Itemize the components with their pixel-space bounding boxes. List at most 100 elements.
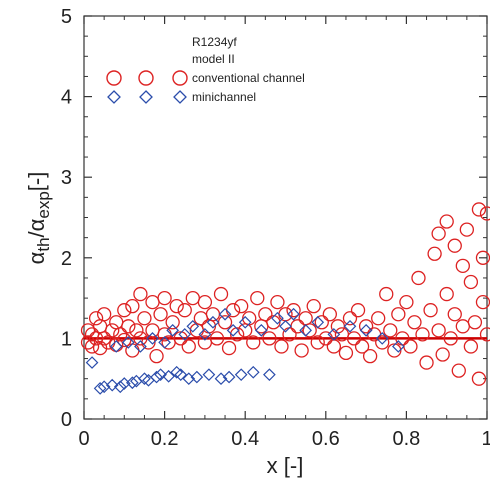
conventional-point xyxy=(217,315,233,330)
x-tick-label: 0 xyxy=(78,428,89,450)
legend-circle-marker xyxy=(138,70,154,86)
minichannel-point xyxy=(234,368,248,382)
minichannel-point xyxy=(206,315,220,329)
conventional-point xyxy=(246,335,261,350)
conventional-point xyxy=(117,303,132,318)
conventional-point xyxy=(463,274,479,290)
conventional-point xyxy=(92,340,108,356)
conventional-point xyxy=(403,339,418,354)
conventional-point xyxy=(314,315,329,330)
conventional-point xyxy=(362,348,378,364)
conventional-point xyxy=(447,307,462,322)
conventional-point xyxy=(459,222,475,237)
conventional-point xyxy=(322,307,337,322)
minichannel-point xyxy=(105,378,119,392)
x-tick-label: 0.4 xyxy=(231,428,259,450)
y-tick-label: 1 xyxy=(61,328,72,350)
legend: R1234yf model II conventional channel mi… xyxy=(106,35,305,104)
conventional-point xyxy=(475,294,490,310)
conventional-point xyxy=(475,250,490,265)
y-tick-label: 5 xyxy=(61,6,72,28)
conventional-point xyxy=(121,319,136,334)
minichannel-point xyxy=(121,336,135,349)
y-title-alpha-th: α xyxy=(24,251,49,264)
conventional-point xyxy=(149,348,164,364)
conventional-point xyxy=(133,286,148,302)
conventional-point xyxy=(467,315,483,330)
y-axis-title: αth/αexp[-] xyxy=(24,172,53,265)
minichannel-point xyxy=(154,368,167,382)
conventional-point xyxy=(455,319,470,334)
x-tick-label: 0.2 xyxy=(151,428,179,450)
conventional-point xyxy=(105,323,120,338)
minichannel-point xyxy=(97,380,111,394)
y-title-sub-exp: exp xyxy=(34,191,53,218)
conventional-point xyxy=(157,290,172,306)
conventional-point xyxy=(358,319,374,334)
conventional-point xyxy=(391,307,406,322)
minichannel-point xyxy=(287,307,300,321)
legend-circle-marker xyxy=(106,70,122,86)
conventional-point xyxy=(145,323,160,338)
minichannel-point xyxy=(238,315,252,329)
conventional-point xyxy=(471,371,487,386)
conventional-point xyxy=(463,339,479,354)
minichannel-point xyxy=(138,372,151,386)
minichannel-point xyxy=(271,311,284,325)
conventional-point xyxy=(165,315,180,330)
minichannel-point xyxy=(174,368,188,382)
minichannel-point xyxy=(150,370,163,384)
minichannel-point xyxy=(182,372,196,386)
minichannel-point xyxy=(226,323,240,337)
minichannel-point xyxy=(134,340,147,353)
legend-label-minichannel: minichannel xyxy=(192,90,256,104)
conventional-point xyxy=(242,311,257,326)
conventional-point xyxy=(435,347,450,362)
minichannel-point xyxy=(279,319,292,333)
conventional-point xyxy=(286,303,301,318)
conventional-point xyxy=(221,340,237,356)
y-title-sub-th: th xyxy=(34,237,53,251)
minichannel-point xyxy=(113,380,127,394)
conventional-point xyxy=(290,319,305,334)
y-title-unit: [-] xyxy=(24,172,49,192)
conventional-point xyxy=(302,323,317,338)
conventional-point xyxy=(92,319,108,334)
tick-labels: 0 0.2 0.4 0.6 0.8 1 0 1 2 3 4 5 xyxy=(61,6,490,450)
minichannel-point xyxy=(109,340,123,353)
conventional-point xyxy=(229,327,245,342)
conventional-point xyxy=(399,294,414,310)
conventional-point xyxy=(88,311,104,326)
conventional-point xyxy=(274,339,289,354)
conventional-point xyxy=(415,327,430,342)
minichannel-point xyxy=(202,368,216,382)
conventional-point xyxy=(185,290,200,306)
conventional-point xyxy=(80,335,96,350)
conventional-point xyxy=(310,335,325,350)
conventional-point xyxy=(407,315,422,330)
conventional-point xyxy=(173,331,188,346)
legend-diamond-marker xyxy=(107,90,121,104)
conventional-point xyxy=(451,363,466,378)
conventional-point xyxy=(330,319,346,334)
conventional-point xyxy=(250,290,265,306)
conventional-point xyxy=(338,345,354,361)
minichannel-point xyxy=(146,332,159,345)
minichannel-point xyxy=(391,340,405,353)
conventional-point xyxy=(266,315,281,330)
minichannel-point xyxy=(299,323,312,337)
conventional-point xyxy=(443,331,458,346)
conventional-point xyxy=(97,331,112,346)
conventional-point xyxy=(354,339,370,354)
minichannel-point xyxy=(158,336,171,349)
x-tick-label: 0.8 xyxy=(392,428,420,450)
minichannel-point xyxy=(246,365,260,379)
conventional-point xyxy=(427,246,442,261)
y-tick-label: 0 xyxy=(61,409,72,431)
conventional-point xyxy=(238,323,253,338)
x-tick-label: 1 xyxy=(481,428,490,450)
conventional-point xyxy=(97,307,112,322)
conventional-point xyxy=(383,323,398,338)
y-tick-label: 3 xyxy=(61,167,72,189)
